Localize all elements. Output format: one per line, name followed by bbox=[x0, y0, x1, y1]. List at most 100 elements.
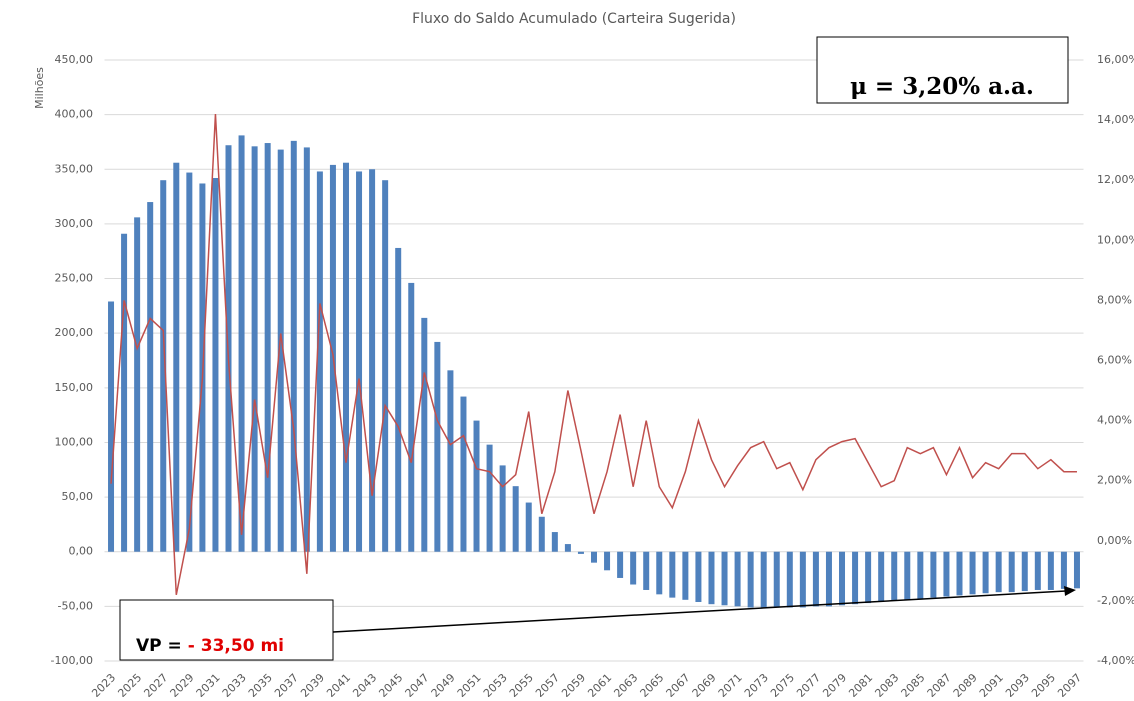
bar bbox=[290, 140, 297, 552]
x-tick-label: 2057 bbox=[533, 671, 562, 697]
x-tick-label: 2045 bbox=[376, 671, 405, 697]
bar bbox=[421, 317, 428, 552]
y2-tick-label: 12,00% bbox=[1097, 173, 1134, 186]
x-tick-label: 2063 bbox=[611, 671, 640, 697]
y-tick-label: 50,00 bbox=[62, 490, 94, 503]
bar bbox=[577, 551, 584, 554]
bar bbox=[734, 551, 741, 607]
x-tick-label: 2051 bbox=[455, 671, 484, 697]
bar bbox=[643, 551, 650, 590]
x-tick-label: 2093 bbox=[1003, 671, 1032, 697]
x-tick-label: 2027 bbox=[141, 671, 170, 697]
bar bbox=[108, 301, 115, 552]
bar bbox=[538, 516, 545, 552]
bar bbox=[134, 217, 141, 552]
bar bbox=[995, 551, 1002, 593]
y2-tick-label: 2,00% bbox=[1097, 474, 1132, 487]
bar bbox=[525, 502, 532, 552]
x-tick-label: 2055 bbox=[507, 671, 536, 697]
bar bbox=[721, 551, 728, 606]
bar bbox=[1073, 551, 1080, 589]
mu-annotation: μ = 3,20% a.a. bbox=[850, 73, 1034, 100]
bar bbox=[747, 551, 754, 608]
y-tick-label: 250,00 bbox=[55, 272, 94, 285]
x-tick-label: 2041 bbox=[324, 671, 353, 697]
y2-tick-label: -2,00% bbox=[1097, 594, 1134, 607]
x-tick-label: 2069 bbox=[690, 671, 719, 697]
bar bbox=[656, 551, 663, 595]
y-tick-label: 150,00 bbox=[55, 381, 94, 394]
bar bbox=[447, 370, 454, 552]
bar bbox=[604, 551, 611, 571]
vp-box bbox=[119, 599, 334, 661]
bar bbox=[499, 465, 506, 552]
bar bbox=[408, 282, 415, 552]
bar bbox=[969, 551, 976, 595]
y2-tick-label: 6,00% bbox=[1097, 354, 1132, 367]
mu-box bbox=[816, 36, 1069, 104]
bar bbox=[238, 135, 245, 552]
bar bbox=[695, 551, 702, 602]
x-tick-label: 2097 bbox=[1055, 671, 1084, 697]
bar bbox=[251, 146, 258, 552]
bar bbox=[630, 551, 637, 585]
x-tick-label: 2025 bbox=[115, 671, 144, 697]
y-tick-label: 300,00 bbox=[55, 217, 94, 230]
bar bbox=[1021, 551, 1028, 592]
y2-tick-label: 8,00% bbox=[1097, 293, 1132, 306]
x-tick-label: 2047 bbox=[403, 671, 432, 697]
x-tick-label: 2037 bbox=[272, 671, 301, 697]
x-tick-label: 2059 bbox=[559, 671, 588, 697]
bar bbox=[434, 341, 441, 552]
bar bbox=[1060, 551, 1067, 589]
x-tick-label: 2029 bbox=[168, 671, 197, 697]
x-tick-label: 2081 bbox=[846, 671, 875, 697]
vp-value: - 33,50 mi bbox=[188, 636, 284, 656]
bar bbox=[1047, 551, 1054, 590]
vp-label: VP = - 33,50 mi bbox=[136, 636, 284, 656]
y-tick-label: 100,00 bbox=[55, 435, 94, 448]
x-tick-label: 2087 bbox=[925, 671, 954, 697]
x-tick-label: 2089 bbox=[951, 671, 980, 697]
bar bbox=[773, 551, 780, 608]
bar bbox=[121, 233, 128, 552]
x-tick-label: 2085 bbox=[899, 671, 928, 697]
bar bbox=[708, 551, 715, 605]
y2-tick-label: 10,00% bbox=[1097, 233, 1134, 246]
y-tick-label: 350,00 bbox=[55, 162, 94, 175]
bar bbox=[891, 551, 898, 601]
y2-tick-label: 14,00% bbox=[1097, 113, 1134, 126]
x-tick-label: 2035 bbox=[246, 671, 275, 697]
bar bbox=[760, 551, 767, 608]
bar bbox=[812, 551, 819, 607]
chart-title: Fluxo do Saldo Acumulado (Carteira Suger… bbox=[412, 11, 736, 27]
x-tick-label: 2033 bbox=[220, 671, 249, 697]
bar bbox=[930, 551, 937, 598]
y-axis-label: Milhões bbox=[33, 67, 46, 109]
bar bbox=[316, 171, 323, 552]
bar bbox=[878, 551, 885, 602]
bar bbox=[669, 551, 676, 598]
bar bbox=[1034, 551, 1041, 590]
bar bbox=[369, 169, 376, 552]
x-tick-label: 2073 bbox=[742, 671, 771, 697]
x-tick-label: 2095 bbox=[1029, 671, 1058, 697]
y2-tick-label: 16,00% bbox=[1097, 53, 1134, 66]
x-tick-label: 2075 bbox=[768, 671, 797, 697]
bar bbox=[186, 172, 193, 552]
x-tick-label: 2071 bbox=[716, 671, 745, 697]
bar bbox=[852, 551, 859, 605]
x-tick-label: 2067 bbox=[664, 671, 693, 697]
bar bbox=[865, 551, 872, 604]
bar bbox=[682, 551, 689, 600]
bar bbox=[303, 147, 310, 552]
x-tick-label: 2061 bbox=[585, 671, 614, 697]
bar bbox=[160, 180, 167, 552]
bar bbox=[460, 396, 467, 552]
arrow bbox=[332, 590, 1067, 633]
y2-tick-label: -4,00% bbox=[1097, 654, 1134, 667]
bar bbox=[486, 444, 493, 552]
x-tick-label: 2023 bbox=[89, 671, 118, 697]
y-tick-label: 450,00 bbox=[55, 53, 94, 66]
